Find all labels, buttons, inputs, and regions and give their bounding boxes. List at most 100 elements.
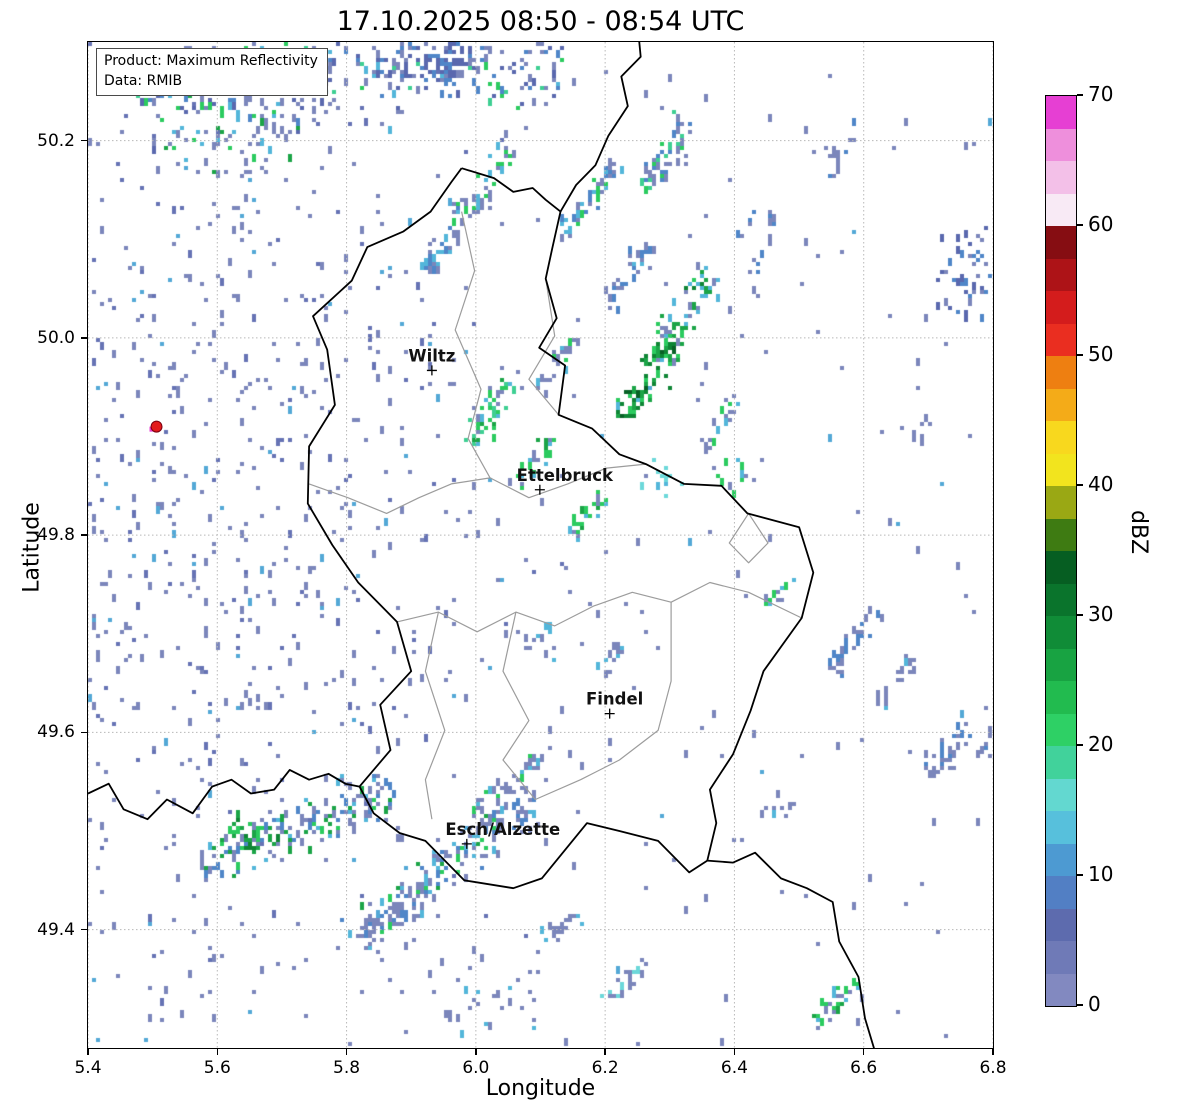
colorbar-tick-label: 30 xyxy=(1088,602,1114,626)
colorbar-segment xyxy=(1046,453,1076,486)
city-marker xyxy=(461,838,472,849)
x-tick-label: 6.0 xyxy=(462,1058,490,1078)
colorbar-tick-label: 0 xyxy=(1088,992,1101,1016)
colorbar-tick-mark xyxy=(1077,224,1083,226)
national-border xyxy=(707,851,875,1048)
colorbar-segment xyxy=(1046,583,1076,616)
y-tick-mark xyxy=(81,731,87,734)
map-overlay: Wiltz Ettelbruck Findel Esch/Alzette xyxy=(88,42,993,1048)
colorbar-tick-label: 20 xyxy=(1088,732,1114,756)
colorbar-tick-mark xyxy=(1077,354,1083,356)
colorbar-tick-mark xyxy=(1077,744,1083,746)
colorbar-segment xyxy=(1046,486,1076,519)
plot-area: Wiltz Ettelbruck Findel Esch/Alzette Produc… xyxy=(87,41,994,1049)
city-label: Esch/Alzette xyxy=(445,820,560,839)
colorbar-segment xyxy=(1046,908,1076,941)
district-border xyxy=(396,581,802,633)
colorbar-tick-label: 40 xyxy=(1088,472,1114,496)
x-tick-label: 5.8 xyxy=(333,1058,361,1078)
colorbar-segment xyxy=(1046,941,1076,974)
x-tick-mark xyxy=(475,1049,477,1055)
colorbar-tick-mark xyxy=(1077,874,1083,876)
y-tick-label: 50.2 xyxy=(37,130,75,151)
y-tick-mark xyxy=(81,928,87,931)
city-label: Ettelbruck xyxy=(517,466,614,485)
y-tick-mark xyxy=(81,337,87,339)
x-axis-label: Longitude xyxy=(485,1076,596,1101)
colorbar-tick-mark xyxy=(1077,94,1083,96)
colorbar xyxy=(1045,95,1077,1007)
x-tick-mark xyxy=(992,1049,994,1055)
district-border xyxy=(424,611,446,820)
y-axis-label: Latitude xyxy=(19,502,45,593)
district-border xyxy=(502,602,672,801)
colorbar-segment xyxy=(1046,778,1076,811)
x-tick-mark xyxy=(216,1049,219,1055)
colorbar-segment xyxy=(1046,388,1076,421)
colorbar-segment xyxy=(1046,291,1076,324)
y-tick-label: 50.0 xyxy=(37,327,75,348)
colorbar-tick-mark xyxy=(1077,484,1083,486)
colorbar-segment xyxy=(1046,876,1076,909)
radar-echo-canvas xyxy=(88,42,993,1048)
colorbar-segment xyxy=(1046,226,1076,259)
colorbar-segment xyxy=(1046,323,1076,356)
colorbar-segment xyxy=(1046,616,1076,649)
colorbar-segment xyxy=(1046,96,1076,129)
colorbar-segment xyxy=(1046,356,1076,389)
city-marker xyxy=(604,708,615,719)
national-border xyxy=(306,167,815,890)
colorbar-tick-mark xyxy=(1077,1004,1083,1006)
colorbar-segment xyxy=(1046,713,1076,746)
colorbar-tick-mark xyxy=(1077,614,1083,616)
y-tick-mark xyxy=(81,139,87,142)
colorbar-tick-label: 50 xyxy=(1088,342,1114,366)
colorbar-tick-label: 60 xyxy=(1088,212,1114,236)
colorbar-segment xyxy=(1046,518,1076,551)
district-border xyxy=(308,463,646,514)
x-tick-label: 6.8 xyxy=(979,1058,1007,1078)
product-line: Product: Maximum Reflectivity xyxy=(104,53,318,69)
district-border xyxy=(454,211,491,479)
colorbar-segment xyxy=(1046,648,1076,681)
product-info-box: Product: Maximum Reflectivity Data: RMIB xyxy=(96,48,328,97)
colorbar-segment xyxy=(1046,551,1076,584)
x-tick-label: 5.6 xyxy=(203,1058,231,1078)
district-border xyxy=(528,278,560,416)
y-tick-mark xyxy=(81,534,87,536)
colorbar-segment xyxy=(1046,161,1076,194)
city-marker xyxy=(426,365,437,376)
y-tick-label: 49.8 xyxy=(37,525,75,546)
radar-site-dot xyxy=(150,420,163,433)
colorbar-tick-label: 10 xyxy=(1088,862,1114,886)
colorbar-segment xyxy=(1046,258,1076,291)
city-marker xyxy=(534,484,545,495)
x-tick-mark xyxy=(733,1049,736,1055)
colorbar-segment xyxy=(1046,421,1076,454)
colorbar-segment xyxy=(1046,973,1076,1006)
colorbar-segment xyxy=(1046,128,1076,161)
x-tick-mark xyxy=(862,1049,865,1055)
colorbar-segment xyxy=(1046,193,1076,226)
colorbar-segment xyxy=(1046,843,1076,876)
x-tick-label: 6.2 xyxy=(591,1058,619,1078)
x-tick-label: 5.4 xyxy=(74,1058,102,1078)
colorbar-tick-label: 70 xyxy=(1088,82,1114,106)
national-border xyxy=(88,769,360,821)
colorbar-segment xyxy=(1046,746,1076,779)
data-source-line: Data: RMIB xyxy=(104,72,183,89)
national-border xyxy=(559,42,642,213)
colorbar-segment xyxy=(1046,811,1076,844)
x-tick-mark xyxy=(87,1049,89,1055)
y-tick-label: 49.4 xyxy=(37,919,75,940)
colorbar-label: dBZ xyxy=(1126,510,1151,555)
colorbar-segment xyxy=(1046,681,1076,714)
x-tick-label: 6.4 xyxy=(720,1058,748,1078)
x-tick-mark xyxy=(345,1049,348,1055)
x-tick-label: 6.6 xyxy=(850,1058,878,1078)
district-border xyxy=(728,513,769,564)
y-tick-label: 49.6 xyxy=(37,722,75,743)
figure-title: 17.10.2025 08:50 - 08:54 UTC xyxy=(336,6,745,37)
city-label: Findel xyxy=(586,690,643,709)
